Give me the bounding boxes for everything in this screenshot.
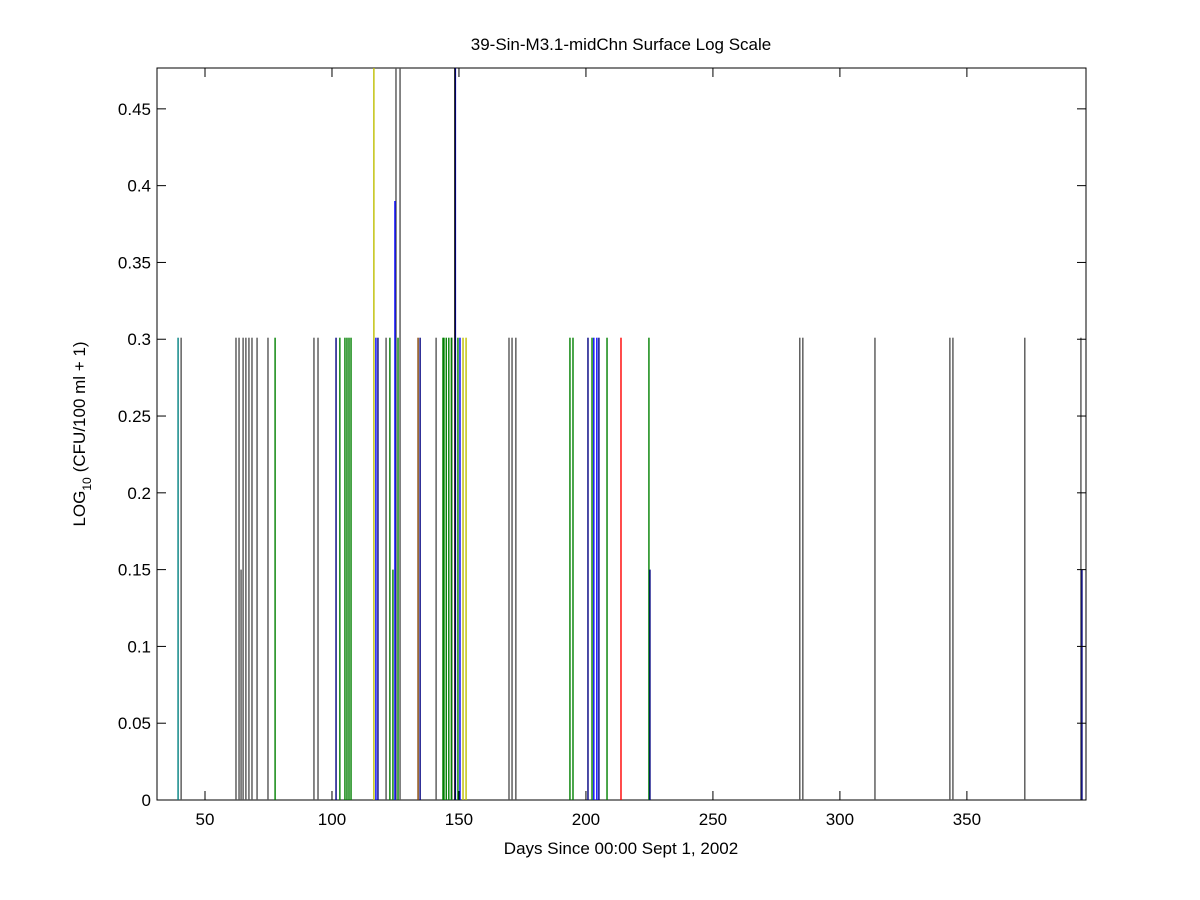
bar (620, 337, 622, 800)
bar (799, 337, 801, 800)
y-tick-label: 0.45 (118, 100, 151, 119)
bar (459, 337, 461, 800)
bar (180, 337, 182, 800)
bar (399, 68, 401, 800)
bar (457, 337, 459, 800)
y-label-subscript: 10 (80, 477, 94, 491)
y-label-main: LOG (70, 491, 89, 527)
bar (395, 68, 397, 800)
bar (572, 337, 574, 800)
bar (511, 337, 513, 800)
bar (587, 337, 589, 800)
bar (445, 337, 447, 800)
x-tick-label: 150 (445, 810, 473, 829)
bar (874, 337, 876, 800)
bar (350, 337, 352, 800)
bar (649, 569, 651, 800)
y-tick-label: 0.35 (118, 253, 151, 272)
y-tick-label: 0.25 (118, 407, 151, 426)
bar (394, 201, 396, 800)
x-tick-label: 250 (699, 810, 727, 829)
y-tick-label: 0.2 (127, 484, 151, 503)
bar (949, 337, 951, 800)
x-axis-label: Days Since 00:00 Sept 1, 2002 (504, 839, 738, 858)
bar (346, 337, 348, 800)
bar (242, 337, 244, 800)
bars (177, 68, 1083, 800)
bar (373, 68, 375, 800)
bar (267, 337, 269, 800)
bar (448, 337, 450, 800)
bar (256, 337, 258, 800)
bar (339, 337, 341, 800)
bar (596, 337, 598, 800)
x-tick-label: 350 (953, 810, 981, 829)
bar (385, 337, 387, 800)
bar (515, 337, 517, 800)
bar (177, 337, 179, 800)
bar (598, 337, 600, 800)
bar (240, 569, 242, 800)
bar (377, 337, 379, 800)
chart-title: 39-Sin-M3.1-midChn Surface Log Scale (471, 35, 771, 54)
bar (344, 337, 346, 800)
bar (417, 337, 419, 800)
y-tick-label: 0 (142, 791, 151, 810)
bar (465, 337, 467, 800)
x-tick-label: 300 (826, 810, 854, 829)
bar (442, 337, 444, 800)
bar (606, 337, 608, 800)
y-axis-label: LOG10 (CFU/100 ml + 1) (70, 341, 94, 526)
bar (335, 337, 337, 800)
bar (952, 337, 954, 800)
bar (462, 337, 464, 800)
bar (245, 337, 247, 800)
bar (397, 337, 399, 800)
bar (419, 337, 421, 800)
bar (317, 337, 319, 800)
bar (248, 337, 250, 800)
bar (591, 337, 593, 800)
bar (648, 337, 650, 800)
x-tick-label: 100 (318, 810, 346, 829)
bar (435, 337, 437, 800)
bar (569, 337, 571, 800)
bar (454, 68, 456, 800)
bar (389, 337, 391, 800)
bar (443, 337, 445, 800)
bar (235, 337, 237, 800)
bar (313, 337, 315, 800)
y-label-rest: (CFU/100 ml + 1) (70, 341, 89, 472)
y-tick-label: 0.1 (127, 637, 151, 656)
bar (375, 337, 377, 800)
bar (238, 337, 240, 800)
bar (1024, 337, 1026, 800)
bar (450, 337, 453, 800)
bar (802, 337, 804, 800)
bar (508, 337, 510, 800)
y-tick-label: 0.15 (118, 561, 151, 580)
bar (274, 337, 276, 800)
bar (392, 569, 394, 800)
y-tick-label: 0.05 (118, 714, 151, 733)
bar (593, 337, 595, 800)
bar (1080, 337, 1082, 800)
bar (251, 337, 253, 800)
bar (348, 337, 350, 800)
bar (1081, 569, 1083, 800)
y-tick-label: 0.4 (127, 177, 151, 196)
x-tick-label: 50 (196, 810, 215, 829)
x-tick-label: 200 (572, 810, 600, 829)
y-tick-label: 0.3 (127, 330, 151, 349)
